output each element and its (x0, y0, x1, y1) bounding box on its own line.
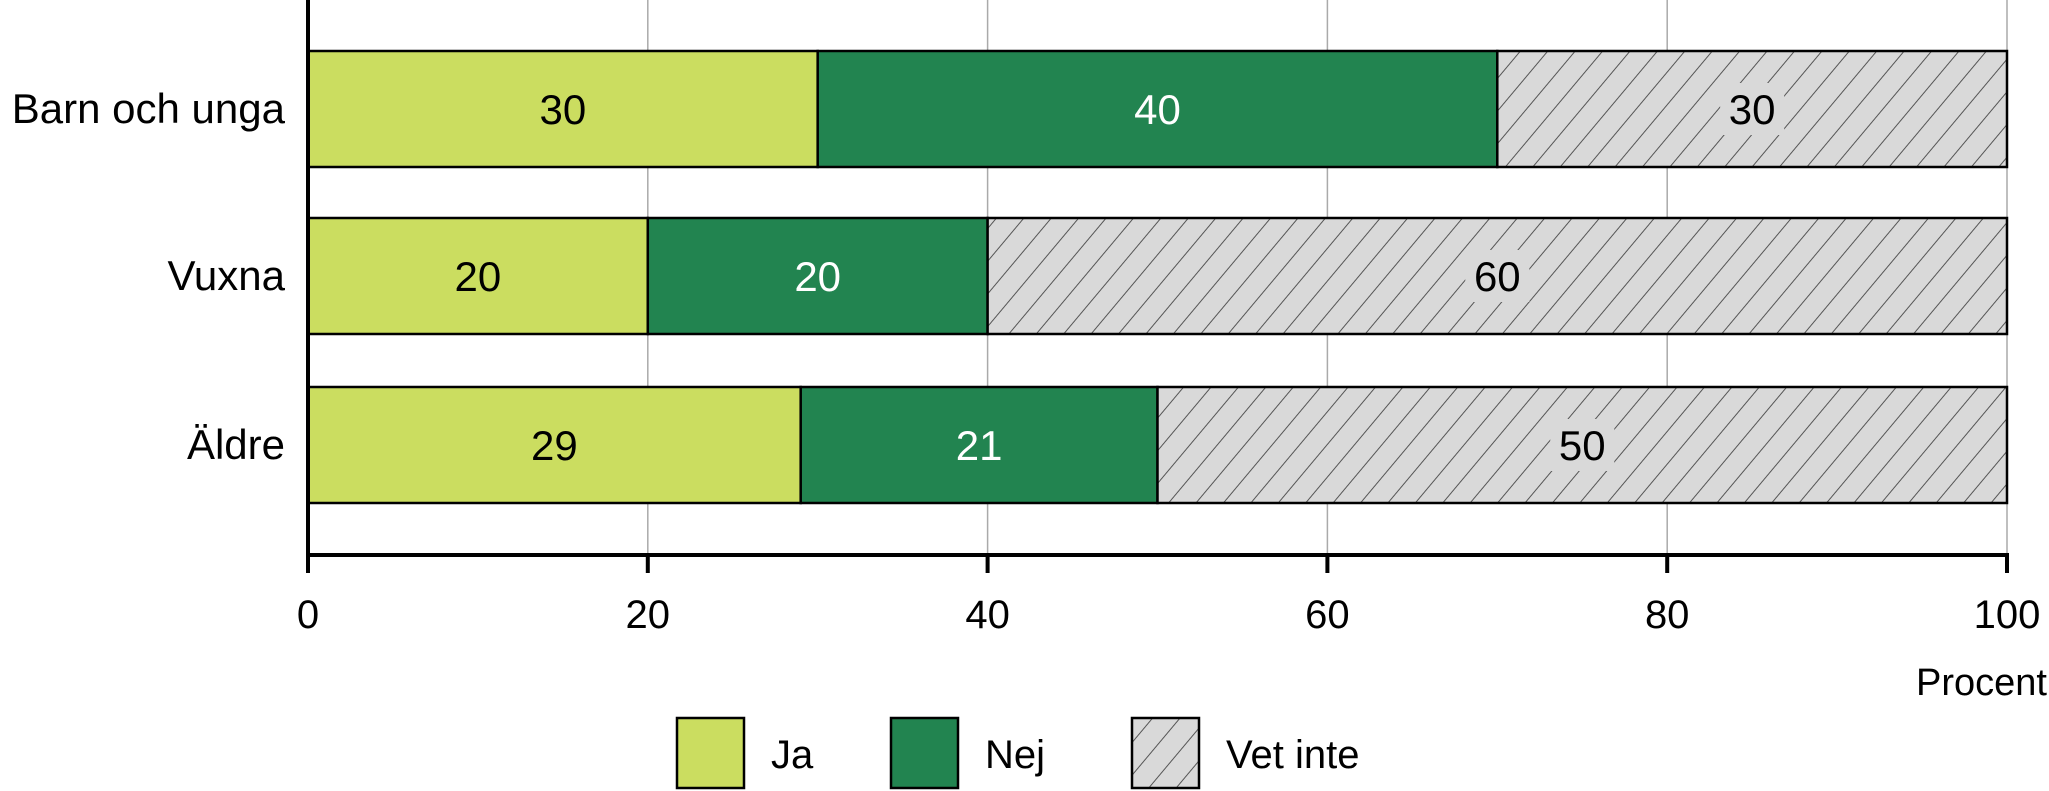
x-axis-label: Procent (1916, 662, 2047, 704)
axes: 0 20 40 60 80 100 (297, 0, 2041, 637)
legend-swatch (889, 716, 960, 790)
category-label: Barn och unga (12, 85, 286, 132)
x-tick-label: 100 (1974, 593, 2041, 637)
data-label: 30 (539, 86, 586, 133)
data-label: 29 (531, 422, 578, 469)
data-label-background (1720, 83, 1785, 135)
bar-segment (306, 385, 802, 505)
x-tick-label: 0 (297, 593, 319, 637)
data-label-background (1550, 419, 1615, 471)
bar-segment (306, 49, 819, 169)
data-label: 20 (794, 253, 841, 300)
legend-swatch (1130, 716, 1201, 790)
bar-segment (816, 49, 1499, 169)
x-tick-label: 40 (965, 593, 1010, 637)
data-label: 60 (1474, 253, 1521, 300)
legend: Ja Nej Vet inte (675, 716, 1359, 790)
x-tick-label: 20 (626, 593, 671, 637)
data-label: 20 (455, 253, 502, 300)
category-label: Äldre (187, 421, 285, 468)
legend-label: Ja (771, 733, 814, 777)
x-tick-label: 60 (1305, 593, 1350, 637)
data-label-background (1465, 250, 1530, 302)
data-label: 30 (1729, 86, 1776, 133)
data-label: 50 (1559, 422, 1606, 469)
category-label: Vuxna (167, 252, 285, 299)
legend-label: Vet inte (1226, 733, 1359, 777)
legend-label: Nej (985, 733, 1045, 777)
x-tick-label: 80 (1645, 593, 1690, 637)
data-label: 40 (1134, 86, 1181, 133)
data-label: 21 (956, 422, 1003, 469)
bars: Barn och unga 30 40 30 Vuxna 20 20 60 Äldre 29 21 5… (12, 49, 2009, 505)
legend-swatch (675, 716, 746, 790)
